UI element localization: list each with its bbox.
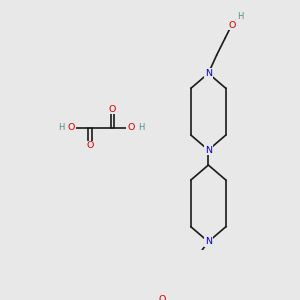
Text: O: O <box>127 123 134 132</box>
Text: H: H <box>138 123 144 132</box>
Text: O: O <box>159 295 166 300</box>
Text: N: N <box>205 146 212 154</box>
Text: O: O <box>228 20 236 29</box>
Text: O: O <box>86 141 94 150</box>
Text: H: H <box>237 12 243 21</box>
Text: O: O <box>109 105 116 114</box>
Text: N: N <box>205 69 212 78</box>
Text: H: H <box>58 123 65 132</box>
Text: O: O <box>68 123 75 132</box>
Text: N: N <box>205 237 212 246</box>
